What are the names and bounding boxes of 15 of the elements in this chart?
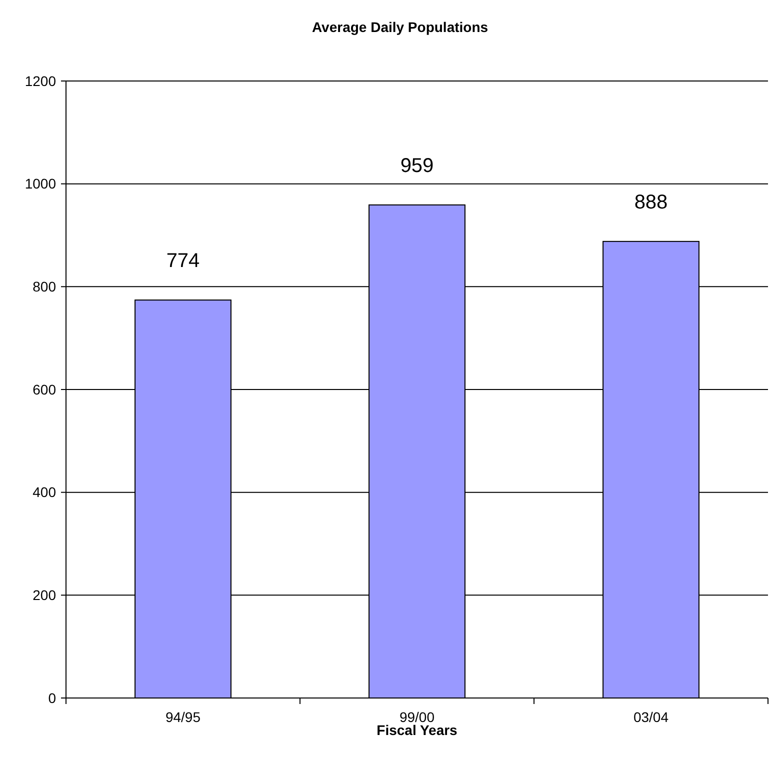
x-tick-label: 94/95 — [165, 709, 201, 725]
y-tick-label: 400 — [32, 484, 56, 500]
data-label: 774 — [166, 250, 200, 272]
y-tick-label: 1200 — [24, 72, 56, 89]
y-tick-label: 200 — [32, 587, 56, 604]
y-tick-label: 0 — [48, 690, 56, 706]
y-tick-label: 600 — [32, 381, 56, 398]
chart-title: Average Daily Populations — [312, 19, 488, 35]
data-label: 959 — [400, 154, 434, 177]
x-axis-title: Fiscal Years — [376, 722, 458, 738]
data-label: 888 — [634, 191, 668, 214]
x-tick-label: 03/04 — [633, 709, 669, 725]
y-tick-label: 800 — [32, 278, 56, 295]
x-tick-label: 99/00 — [399, 709, 435, 725]
y-tick-label: 1000 — [24, 176, 56, 192]
